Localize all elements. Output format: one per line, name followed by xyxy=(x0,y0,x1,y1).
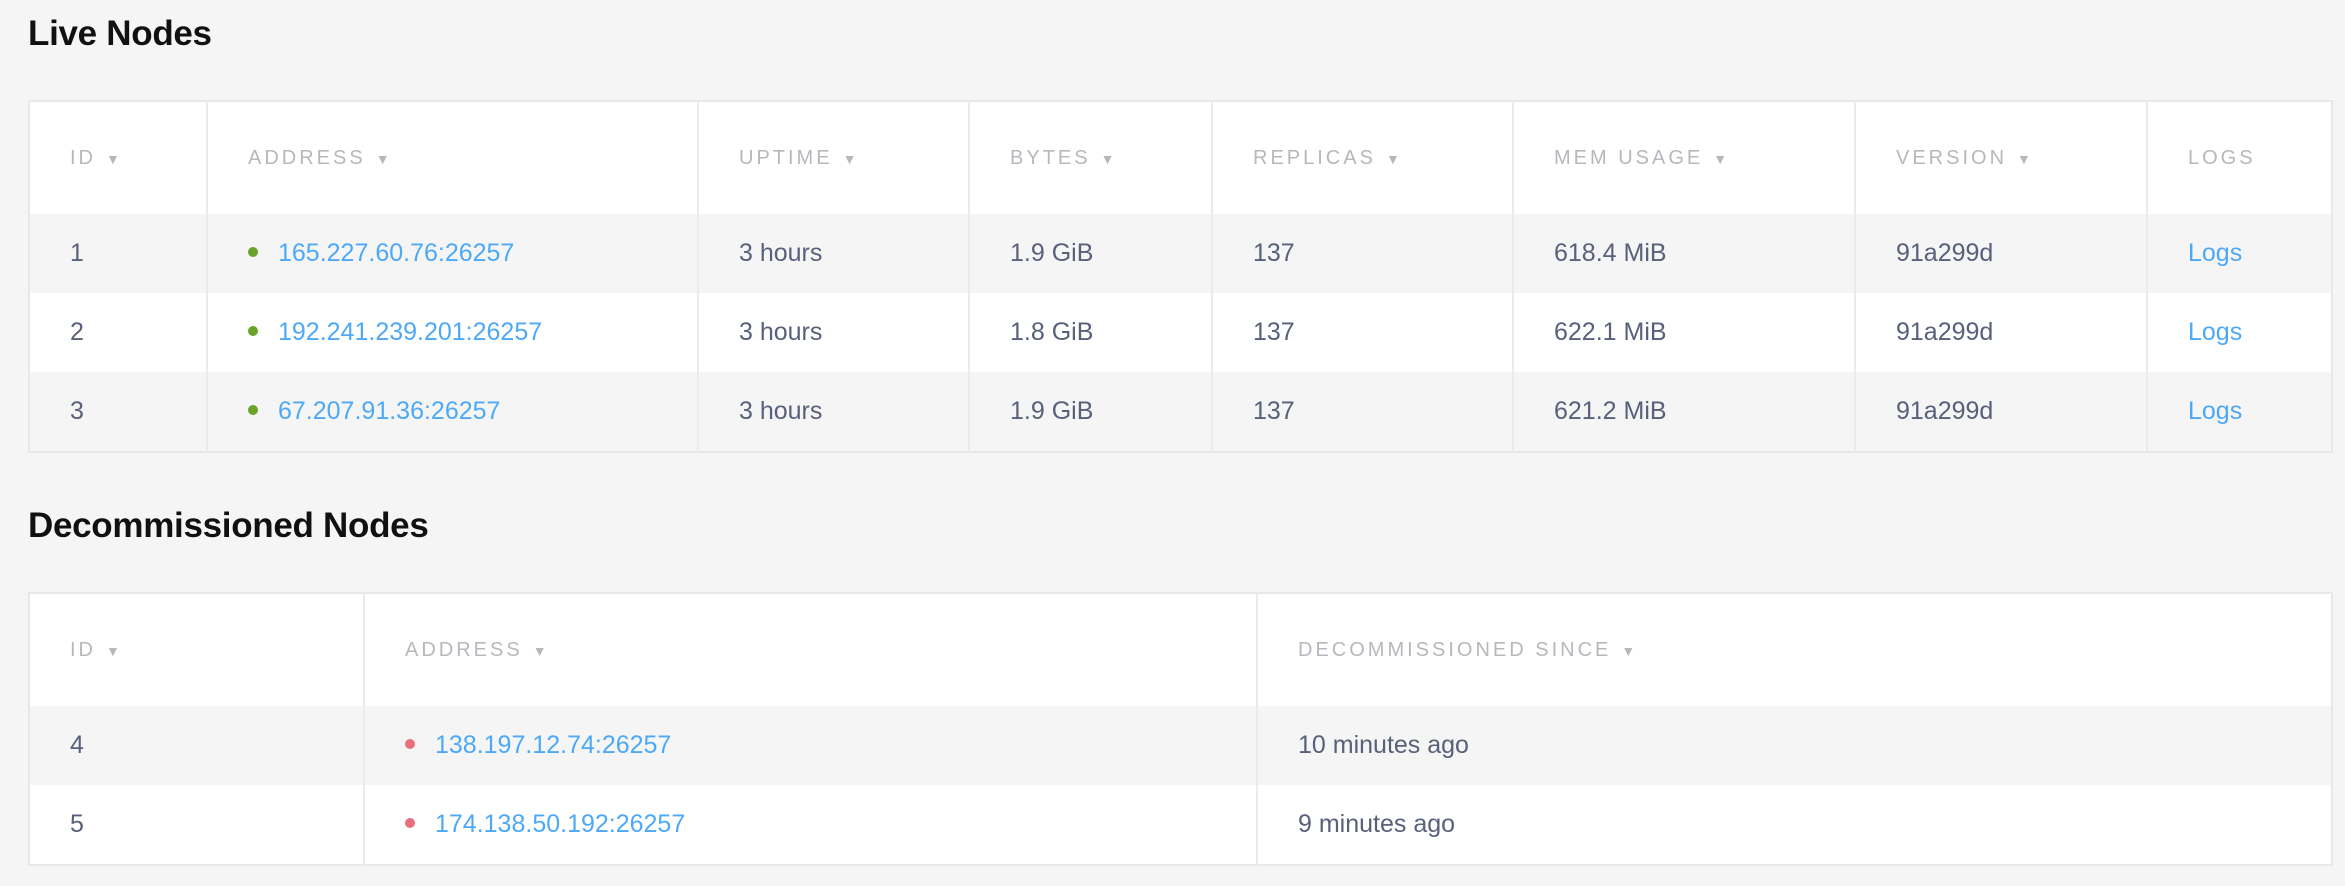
caret-down-icon: ▼ xyxy=(1100,150,1115,167)
cell-replicas: 137 xyxy=(1211,372,1513,452)
column-header-label: DECOMMISSIONED SINCE xyxy=(1298,638,1612,661)
live-nodes-title: Live Nodes xyxy=(28,14,212,53)
column-header-label: ID xyxy=(70,146,96,169)
table-row: 1 165.227.60.76:26257 3 hours 1.9 GiB 137 618… xyxy=(29,214,2332,293)
logs-link[interactable]: Logs xyxy=(2188,397,2243,425)
column-header-label: REPLICAS xyxy=(1253,146,1376,169)
column-header-logs: LOGS xyxy=(2146,101,2332,214)
column-header-label: ID xyxy=(70,638,96,661)
node-address-link[interactable]: 165.227.60.76:26257 xyxy=(278,239,515,267)
caret-down-icon: ▼ xyxy=(1621,642,1636,659)
column-header-label: MEM USAGE xyxy=(1554,146,1704,169)
cell-address: 192.241.239.201:26257 xyxy=(206,293,698,372)
cell-replicas: 137 xyxy=(1211,214,1513,293)
cell-version: 91a299d xyxy=(1854,293,2147,372)
cell-bytes: 1.8 GiB xyxy=(968,293,1212,372)
table-row: 2 192.241.239.201:26257 3 hours 1.8 GiB 137 6… xyxy=(29,293,2332,372)
cell-id: 5 xyxy=(29,785,364,865)
table-row: 5 174.138.50.192:26257 9 minutes ago xyxy=(29,785,2332,865)
cell-mem-usage: 618.4 MiB xyxy=(1512,214,1855,293)
cell-mem-usage: 622.1 MiB xyxy=(1512,293,1855,372)
column-header-id[interactable]: ID ▼ xyxy=(29,593,364,706)
cell-uptime: 3 hours xyxy=(697,372,969,452)
cell-version: 91a299d xyxy=(1854,372,2147,452)
column-header-uptime[interactable]: UPTIME ▼ xyxy=(697,101,969,214)
column-header-address[interactable]: ADDRESS ▼ xyxy=(206,101,698,214)
cell-id: 4 xyxy=(29,706,364,785)
cell-bytes: 1.9 GiB xyxy=(968,214,1212,293)
cell-uptime: 3 hours xyxy=(697,293,969,372)
node-address-link[interactable]: 67.207.91.36:26257 xyxy=(278,397,501,425)
column-header-bytes[interactable]: BYTES ▼ xyxy=(968,101,1212,214)
node-address-link[interactable]: 192.241.239.201:26257 xyxy=(278,318,543,346)
cell-bytes: 1.9 GiB xyxy=(968,372,1212,452)
cell-uptime: 3 hours xyxy=(697,214,969,293)
cell-mem-usage: 621.2 MiB xyxy=(1512,372,1855,452)
caret-down-icon: ▼ xyxy=(375,150,390,167)
logs-link[interactable]: Logs xyxy=(2188,318,2243,346)
caret-down-icon: ▼ xyxy=(842,150,857,167)
column-header-label: BYTES xyxy=(1010,146,1091,169)
cell-address: 138.197.12.74:26257 xyxy=(363,706,1257,785)
cell-address: 174.138.50.192:26257 xyxy=(363,785,1257,865)
column-header-label: ADDRESS xyxy=(405,638,523,661)
logs-link[interactable]: Logs xyxy=(2188,239,2243,267)
cell-version: 91a299d xyxy=(1854,214,2147,293)
decommissioned-nodes-title: Decommissioned Nodes xyxy=(28,506,429,545)
status-dot-icon xyxy=(248,326,258,337)
decommissioned-nodes-table: ID ▼ ADDRESS ▼ DECOMMISSIONED SINCE ▼ 4 138.19… xyxy=(28,592,2333,866)
caret-down-icon: ▼ xyxy=(106,150,120,167)
cell-replicas: 137 xyxy=(1211,293,1513,372)
caret-down-icon: ▼ xyxy=(106,642,120,659)
column-header-label: ADDRESS xyxy=(248,146,366,169)
live-nodes-table: ID ▼ ADDRESS ▼ UPTIME ▼ BYTES ▼ REPLICAS ▼ MEM USA… xyxy=(28,100,2333,453)
column-header-decommissioned-since[interactable]: DECOMMISSIONED SINCE ▼ xyxy=(1256,593,2332,706)
node-address-link[interactable]: 138.197.12.74:26257 xyxy=(435,731,672,759)
table-row: 4 138.197.12.74:26257 10 minutes ago xyxy=(29,706,2332,785)
status-dot-icon xyxy=(405,739,415,750)
caret-down-icon: ▼ xyxy=(532,642,547,659)
table-row: 3 67.207.91.36:26257 3 hours 1.9 GiB 137 621.… xyxy=(29,372,2332,452)
cell-id: 3 xyxy=(29,372,207,452)
caret-down-icon: ▼ xyxy=(1385,150,1400,167)
status-dot-icon xyxy=(248,247,258,258)
caret-down-icon: ▼ xyxy=(1713,150,1728,167)
column-header-label: LOGS xyxy=(2188,146,2256,169)
status-dot-icon xyxy=(405,818,415,829)
column-header-address[interactable]: ADDRESS ▼ xyxy=(363,593,1257,706)
cell-address: 165.227.60.76:26257 xyxy=(206,214,698,293)
caret-down-icon: ▼ xyxy=(2017,150,2031,167)
cell-id: 1 xyxy=(29,214,207,293)
cell-logs: Logs xyxy=(2146,293,2332,372)
status-dot-icon xyxy=(248,405,258,416)
cell-id: 2 xyxy=(29,293,207,372)
cell-logs: Logs xyxy=(2146,214,2332,293)
column-header-label: UPTIME xyxy=(739,146,833,169)
cell-address: 67.207.91.36:26257 xyxy=(206,372,698,452)
column-header-label: VERSION xyxy=(1896,146,2008,169)
cell-since: 10 minutes ago xyxy=(1256,706,2332,785)
cell-logs: Logs xyxy=(2146,372,2332,452)
cell-since: 9 minutes ago xyxy=(1256,785,2332,865)
column-header-replicas[interactable]: REPLICAS ▼ xyxy=(1211,101,1513,214)
column-header-mem-usage[interactable]: MEM USAGE ▼ xyxy=(1512,101,1855,214)
column-header-id[interactable]: ID ▼ xyxy=(29,101,207,214)
column-header-version[interactable]: VERSION ▼ xyxy=(1854,101,2147,214)
node-address-link[interactable]: 174.138.50.192:26257 xyxy=(435,810,686,838)
